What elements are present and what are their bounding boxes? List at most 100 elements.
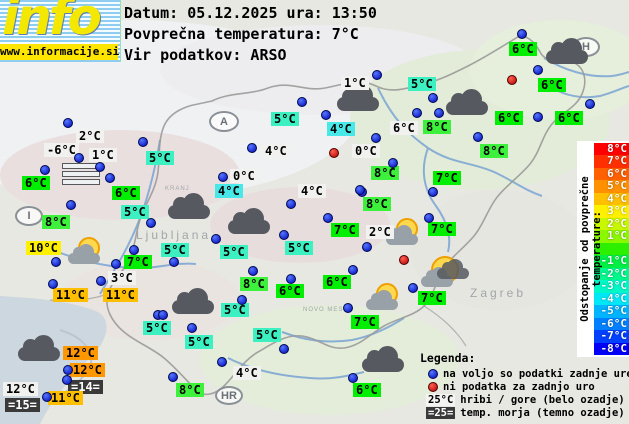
scale-band: 4°C xyxy=(594,192,629,206)
station-dot-current xyxy=(585,99,595,109)
station-temp-label: 5°C xyxy=(220,245,248,259)
station-dot-current xyxy=(372,70,382,80)
station-dot-current xyxy=(74,153,84,163)
station-temp-label: 11°C xyxy=(53,288,88,302)
cloud-shape xyxy=(386,225,418,245)
station-temp-label: 6°C xyxy=(323,275,351,289)
station-dot-current xyxy=(63,365,73,375)
cloud-shape xyxy=(446,89,488,115)
station-temp-label: 7°C xyxy=(124,255,152,269)
station-dot-current xyxy=(533,112,543,122)
station-temp-label: 8°C xyxy=(480,144,508,158)
legend-item: =25= temp. morja (temno ozadje) xyxy=(420,406,629,419)
station-temp-label: 6°C xyxy=(509,42,537,56)
cloud-icon xyxy=(546,38,588,64)
header-avg-temp-line: Povprečna temperatura: 7°C xyxy=(124,25,359,43)
station-dot-current xyxy=(168,372,178,382)
scale-band: 1°C xyxy=(594,229,629,243)
station-dot-current xyxy=(237,295,247,305)
station-temp-label: 8°C xyxy=(240,277,268,291)
station-temp-label: 8°C xyxy=(363,197,391,211)
legend-item-text: temp. morja (temno ozadje) xyxy=(460,406,625,419)
station-dot-current xyxy=(62,375,72,385)
station-dot-current xyxy=(48,279,58,289)
station-temp-label: 8°C xyxy=(371,166,399,180)
station-dot-current xyxy=(286,199,296,209)
scale-band: -2°C xyxy=(594,267,629,281)
station-temp-label: 2°C xyxy=(76,129,104,143)
scale-band: -7°C xyxy=(594,329,629,343)
station-temp-label: 7°C xyxy=(351,315,379,329)
cloud-shape xyxy=(546,38,588,64)
cloud-shape xyxy=(172,288,214,314)
cloud-shape xyxy=(68,244,100,264)
legend-item-text: ni podatka za zadnjo uro xyxy=(443,380,595,393)
cloud-icon xyxy=(18,335,60,361)
station-dot-current xyxy=(348,373,358,383)
fog-bar xyxy=(62,179,100,185)
station-dot-current xyxy=(412,108,422,118)
country-marker-i: I xyxy=(15,206,43,226)
scale-band: -1°C xyxy=(594,254,629,268)
scale-band: 6°C xyxy=(594,167,629,181)
station-temp-label: 5°C xyxy=(408,77,436,91)
station-temp-label: 12°C xyxy=(3,382,38,396)
station-dot-no-data xyxy=(329,148,339,158)
station-dot-current xyxy=(129,245,139,255)
scale-band: -5°C xyxy=(594,304,629,318)
red-dot xyxy=(428,381,438,392)
country-marker-a: A xyxy=(209,111,239,132)
station-dot-current xyxy=(169,257,179,267)
station-dot-current xyxy=(95,162,105,172)
scale-band xyxy=(594,242,629,256)
station-temp-label: 1°C xyxy=(89,148,117,162)
cloud-icon xyxy=(337,85,379,111)
legend-item: 25°C hribi / gore (belo ozadje) xyxy=(420,393,629,406)
scale-band: 8°C xyxy=(594,142,629,156)
legend-item: ni podatka za zadnjo uro xyxy=(420,380,629,393)
station-dot-current xyxy=(286,274,296,284)
header-date-line: Datum: 05.12.2025 ura: 13:50 xyxy=(124,4,377,22)
station-dot-current xyxy=(248,266,258,276)
station-dot-current xyxy=(279,344,289,354)
city-label: KRANJ xyxy=(165,186,190,192)
suncloud-icon xyxy=(366,283,412,315)
station-temp-label: 6°C xyxy=(276,284,304,298)
station-temp-label: 4°C xyxy=(298,184,326,198)
station-temp-label: 8°C xyxy=(176,383,204,397)
legend-item-text: hribi / gore (belo ozadje) xyxy=(460,393,625,406)
station-dot-current xyxy=(138,137,148,147)
station-dot-current xyxy=(323,213,333,223)
station-dot-current xyxy=(424,213,434,223)
cloud-shape xyxy=(228,208,270,234)
logo-url[interactable]: www.informacije.si xyxy=(0,44,120,60)
site-logo[interactable]: info www.informacije.si xyxy=(0,0,121,62)
station-dot-current xyxy=(111,259,121,269)
station-temp-label: 7°C xyxy=(433,171,461,185)
station-dot-current xyxy=(42,392,52,402)
cloud-shape xyxy=(168,193,210,219)
legend-item: na voljo so podatki zadnje ure xyxy=(420,367,629,380)
station-temp-label: 5°C xyxy=(121,205,149,219)
station-dot-current xyxy=(96,276,106,286)
cloud-shape xyxy=(18,335,60,361)
station-dot-current xyxy=(158,310,168,320)
cloud-shape xyxy=(362,346,404,372)
cloud-icon xyxy=(362,346,404,372)
station-dot-current xyxy=(211,234,221,244)
cloud-shape xyxy=(337,85,379,111)
station-temp-label: 5°C xyxy=(146,151,174,165)
suncloud-icon xyxy=(68,237,114,269)
station-dot-current xyxy=(388,158,398,168)
station-temp-label: 12°C xyxy=(63,346,98,360)
blue-dot xyxy=(428,368,438,379)
cloud-shape xyxy=(437,259,469,279)
sea-temp-badge: =15= xyxy=(5,398,40,412)
station-temp-label: 4°C xyxy=(262,144,290,158)
station-temp-label: 2°C xyxy=(366,225,394,239)
station-dot-current xyxy=(517,29,527,39)
cloud-icon xyxy=(228,208,270,234)
station-temp-label: 4°C xyxy=(327,122,355,136)
scale-band: 7°C xyxy=(594,155,629,168)
station-dot-current xyxy=(187,323,197,333)
